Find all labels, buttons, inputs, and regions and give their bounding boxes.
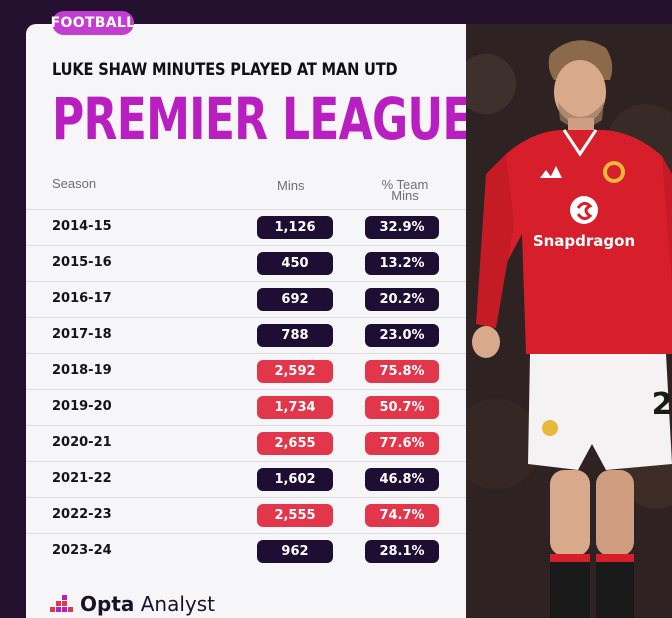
- mins-value: 1,126: [257, 216, 333, 239]
- pct-value: 75.8%: [365, 360, 439, 383]
- season-label: 2020-21: [52, 435, 112, 450]
- chart-subtitle: LUKE SHAW MINUTES PLAYED AT MAN UTD: [52, 60, 398, 80]
- brand-logo: Opta Analyst: [50, 592, 215, 616]
- season-label: 2019-20: [52, 399, 112, 414]
- season-label: 2018-19: [52, 363, 112, 378]
- season-label: 2015-16: [52, 255, 112, 270]
- mins-value: 2,655: [257, 432, 333, 455]
- mins-value: 788: [257, 324, 333, 347]
- player-illustration: Snapdragon 2: [466, 24, 672, 618]
- mins-value: 1,734: [257, 396, 333, 419]
- season-label: 2023-24: [52, 543, 112, 558]
- table-row: 2020-21 2,655 77.6%: [26, 425, 466, 461]
- mins-value: 962: [257, 540, 333, 563]
- table-row: 2016-17 692 20.2%: [26, 281, 466, 317]
- season-label: 2021-22: [52, 471, 112, 486]
- brand-name-light: Analyst: [140, 592, 216, 616]
- season-label: 2016-17: [52, 291, 112, 306]
- mins-value: 2,555: [257, 504, 333, 527]
- mins-value: 1,602: [257, 468, 333, 491]
- pct-value: 23.0%: [365, 324, 439, 347]
- header-mins: Mins: [277, 178, 305, 193]
- season-label: 2022-23: [52, 507, 112, 522]
- table-row: 2023-24 962 28.1%: [26, 533, 466, 569]
- header-season: Season: [52, 176, 97, 191]
- table-row: 2022-23 2,555 74.7%: [26, 497, 466, 533]
- player-photo: Snapdragon 2: [466, 24, 672, 618]
- season-label: 2017-18: [52, 327, 112, 342]
- table-row: 2018-19 2,592 75.8%: [26, 353, 466, 389]
- pct-value: 77.6%: [365, 432, 439, 455]
- sponsor-text: Snapdragon: [533, 232, 635, 250]
- shorts-number: 2: [652, 387, 672, 422]
- mins-value: 2,592: [257, 360, 333, 383]
- season-label: 2014-15: [52, 219, 112, 234]
- pct-value: 20.2%: [365, 288, 439, 311]
- opta-icon: [50, 595, 73, 612]
- pct-value: 13.2%: [365, 252, 439, 275]
- category-badge: FOOTBALL: [51, 11, 135, 35]
- table-row: 2019-20 1,734 50.7%: [26, 389, 466, 425]
- table-row: 2014-15 1,126 32.9%: [26, 209, 466, 245]
- pct-value: 32.9%: [365, 216, 439, 239]
- header-pct: % Team Mins: [381, 177, 429, 203]
- brand-name-bold: Opta: [80, 592, 135, 616]
- pct-value: 28.1%: [365, 540, 439, 563]
- table-row: 2021-22 1,602 46.8%: [26, 461, 466, 497]
- table-row: 2015-16 450 13.2%: [26, 245, 466, 281]
- pct-value: 46.8%: [365, 468, 439, 491]
- chart-title: PREMIER LEAGUE: [52, 85, 473, 153]
- pct-value: 50.7%: [365, 396, 439, 419]
- table-row: 2017-18 788 23.0%: [26, 317, 466, 353]
- mins-value: 692: [257, 288, 333, 311]
- mins-value: 450: [257, 252, 333, 275]
- pct-value: 74.7%: [365, 504, 439, 527]
